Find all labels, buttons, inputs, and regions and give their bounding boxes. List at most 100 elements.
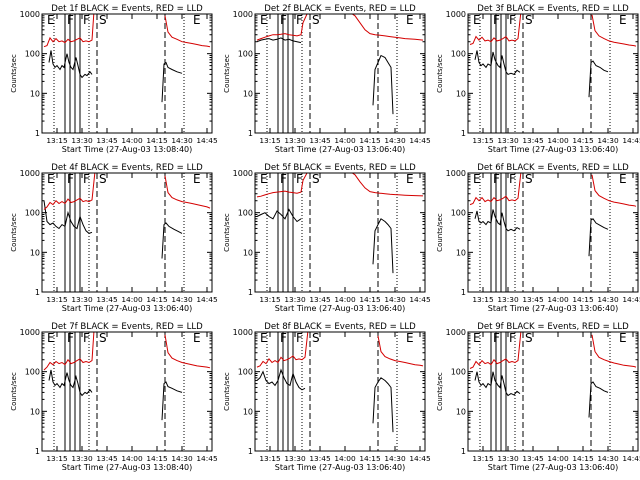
events-series-line (372, 218, 394, 274)
x-tick-label: 13:15 (259, 136, 281, 145)
events-series-line (588, 60, 609, 98)
y-tick-label: 1 (248, 129, 253, 138)
x-tick-label: 13:45 (309, 454, 331, 463)
x-axis-label: Start Time (27-Aug-03 13:06:40) (488, 145, 619, 154)
x-tick-label: 14:00 (547, 454, 569, 463)
panel-title: Det 4f BLACK = Events, RED = LLD (51, 163, 203, 173)
marker-letter: F (83, 13, 90, 27)
marker-letter: S (525, 13, 533, 27)
lld-series-line (43, 173, 96, 210)
y-tick-label: 1 (461, 447, 466, 456)
x-axis-label: Start Time (27-Aug-03 13:08:40) (62, 145, 193, 154)
x-tick-label: 14:45 (622, 136, 640, 145)
x-tick-label: 13:45 (96, 454, 118, 463)
panel-frame (254, 172, 426, 293)
x-tick-label: 14:45 (196, 136, 218, 145)
x-tick-label: 13:15 (46, 136, 68, 145)
marker-letter: S (312, 172, 320, 186)
marker-letter: E (619, 172, 627, 186)
x-tick-label: 13:45 (309, 136, 331, 145)
marker-letter: F (493, 172, 500, 186)
y-tick-label: 10 (456, 89, 466, 98)
x-tick-label: 13:30 (497, 295, 519, 304)
panel-frame (254, 13, 426, 134)
y-tick-label: 1 (35, 129, 40, 138)
x-tick-label: 13:30 (284, 136, 306, 145)
lld-series-line (256, 14, 309, 41)
events-series-line (474, 371, 521, 397)
lld-series-line (164, 15, 211, 48)
y-axis-label: Counts/sec (223, 372, 231, 411)
panel-frame (467, 13, 639, 134)
x-tick-label: 14:30 (384, 136, 406, 145)
marker-letter: E (193, 13, 201, 27)
x-tick-label: 14:45 (196, 295, 218, 304)
panel-title: Det 9f BLACK = Events, RED = LLD (477, 322, 629, 332)
x-tick-label: 14:00 (547, 295, 569, 304)
lld-series-line (351, 173, 424, 197)
marker-letter: E (619, 13, 627, 27)
marker-letter: E (406, 13, 414, 27)
marker-letter: E (473, 172, 481, 186)
y-tick-label: 1000 (446, 10, 466, 19)
x-tick-label: 13:30 (284, 295, 306, 304)
panel-title: Det 2f BLACK = Events, RED = LLD (264, 4, 416, 14)
x-axis-label: Start Time (27-Aug-03 13:08:40) (62, 463, 193, 472)
plot-area (256, 173, 424, 292)
panel-frame (467, 172, 639, 293)
y-axis-label: Counts/sec (436, 54, 444, 93)
x-tick-label: 13:15 (46, 295, 68, 304)
x-tick-label: 14:30 (597, 136, 619, 145)
x-axis-label: Start Time (27-Aug-03 13:06:40) (275, 145, 406, 154)
x-tick-label: 14:45 (622, 454, 640, 463)
y-tick-label: 10 (456, 248, 466, 257)
lld-series-line (256, 173, 309, 198)
lld-series-line (256, 332, 309, 368)
panel-title: Det 7f BLACK = Events, RED = LLD (51, 322, 203, 332)
y-axis-label: Counts/sec (10, 54, 18, 93)
marker-letter: S (312, 13, 320, 27)
events-series-line (474, 50, 521, 75)
lld-series-line (591, 174, 637, 207)
plot-area (256, 332, 424, 451)
marker-letter: S (525, 331, 533, 345)
y-tick-label: 100 (451, 209, 466, 218)
panel-title: Det 5f BLACK = Events, RED = LLD (264, 163, 416, 173)
y-tick-label: 100 (451, 368, 466, 377)
lld-series-line (164, 334, 211, 369)
y-tick-label: 1000 (20, 328, 40, 337)
x-tick-label: 14:15 (146, 136, 168, 145)
events-series-line (161, 222, 183, 259)
marker-letter: F (296, 13, 303, 27)
x-tick-label: 13:45 (522, 295, 544, 304)
lld-series-line (591, 14, 637, 47)
y-tick-label: 1 (35, 288, 40, 297)
y-tick-label: 10 (243, 407, 253, 416)
plot-area (43, 14, 211, 133)
x-tick-label: 13:15 (259, 295, 281, 304)
plot-area (256, 14, 424, 133)
marker-letter: F (67, 331, 74, 345)
marker-letter: E (193, 331, 201, 345)
marker-letter: F (509, 172, 516, 186)
y-tick-label: 1000 (20, 169, 40, 178)
x-tick-label: 14:00 (547, 136, 569, 145)
marker-letter: S (99, 172, 107, 186)
x-tick-label: 14:30 (171, 136, 193, 145)
y-tick-label: 1000 (20, 10, 40, 19)
x-tick-label: 14:15 (359, 454, 381, 463)
panel-frame (41, 331, 213, 452)
x-tick-label: 14:15 (359, 136, 381, 145)
lld-series-line (591, 334, 637, 368)
y-tick-label: 100 (25, 50, 40, 59)
y-tick-label: 100 (25, 209, 40, 218)
x-tick-label: 13:45 (96, 136, 118, 145)
plot-area (469, 173, 637, 292)
marker-letter: E (47, 331, 55, 345)
